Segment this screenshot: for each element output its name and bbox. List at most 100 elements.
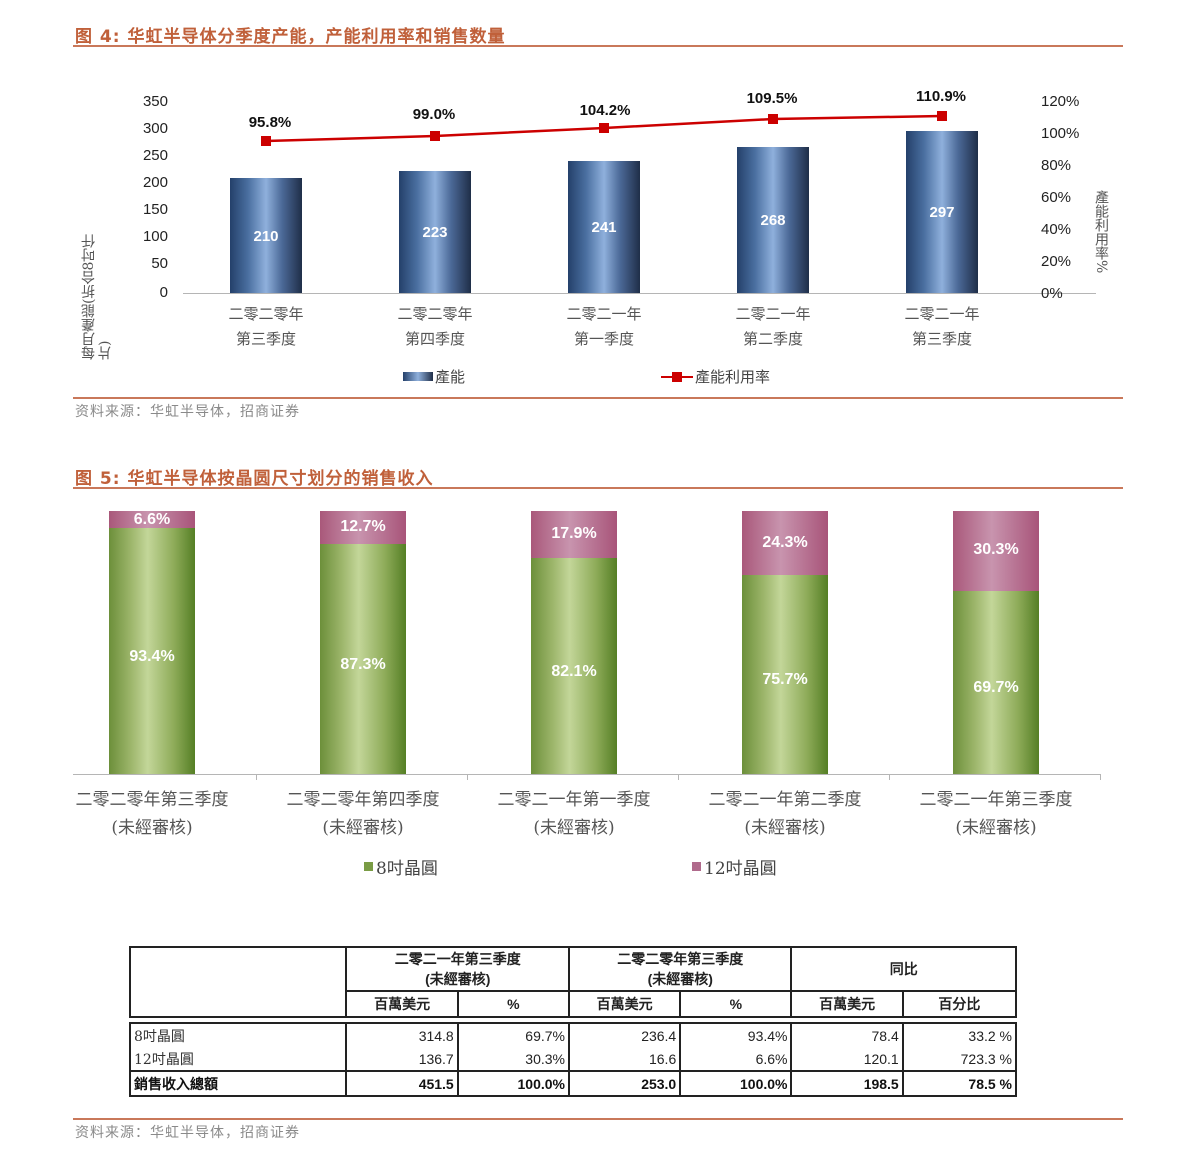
y-right-tick: 20% xyxy=(1041,253,1072,270)
x-axis-line xyxy=(73,774,1101,775)
x-label-line1: 二零二一年 xyxy=(566,305,642,323)
capacity-bar xyxy=(906,131,978,293)
utilization-label: 110.9% xyxy=(915,88,967,105)
table-row-total: 銷售收入總額 451.5 100.0% 253.0 100.0% 198.5 7… xyxy=(128,1070,1018,1097)
figure5-title-rule xyxy=(73,487,1123,489)
table-cell: 120.1 xyxy=(790,1047,904,1071)
y-right-tick: 60% xyxy=(1041,189,1072,206)
table-cell: 198.5 xyxy=(790,1070,904,1097)
y-left-tick: 200 xyxy=(142,174,168,191)
header-unit: 百分比 xyxy=(901,990,1018,1018)
segment-8inch xyxy=(953,591,1039,774)
table-row: 8吋晶圓 314.8 69.7% 236.4 93.4% 78.4 33.2 % xyxy=(128,1023,1018,1047)
legend-12inch-label: 12吋晶圓 xyxy=(704,859,777,879)
x-label-line2: 第三季度 xyxy=(911,330,972,348)
x-axis-label: 二零二一年 第一季度 xyxy=(544,302,664,352)
segment-8inch xyxy=(109,528,195,774)
capacity-bar-label: 241 xyxy=(591,219,617,236)
revenue-by-wafer-size-chart: 6.6% 93.4% 12.7% 87.3% 17.9% 82.1% 24.3%… xyxy=(73,505,1123,885)
y-right-tick: 120% xyxy=(1041,93,1080,110)
x-label-line2: (未經審核) xyxy=(533,818,615,838)
header-unit: 百萬美元 xyxy=(345,990,459,1018)
segment-12inch xyxy=(109,511,195,528)
table-cell: 253.0 xyxy=(567,1070,682,1097)
table-cell: 100.0% xyxy=(456,1070,570,1097)
x-axis-label: 二零二一年 第三季度 xyxy=(882,302,1002,352)
legend-8inch: 8吋晶圓 xyxy=(364,854,438,879)
segment-12inch xyxy=(742,511,828,575)
label-8inch: 93.4% xyxy=(129,648,175,665)
capacity-bar-label: 297 xyxy=(929,204,955,221)
table-cell: 136.7 xyxy=(345,1047,459,1071)
utilization-label: 104.2% xyxy=(579,102,631,119)
header-empty-cell xyxy=(128,946,348,1018)
legend-12inch: 12吋晶圓 xyxy=(692,854,777,879)
utilization-point xyxy=(599,123,609,133)
x-label-line2: (未經審核) xyxy=(111,818,193,838)
legend-capacity-label: 產能 xyxy=(435,368,466,386)
capacity-utilization-chart: 每月產能(折合8吋仟片) 350 300 250 200 150 100 50 … xyxy=(73,80,1123,400)
x-label-line1: 二零二一年第三季度 xyxy=(919,790,1073,810)
header-2020q3-title: 二零二零年第三季度 xyxy=(617,951,744,967)
stacked-bar: 17.9% 82.1% xyxy=(531,511,617,774)
legend-bar-swatch-icon xyxy=(403,372,433,381)
label-8inch: 75.7% xyxy=(762,671,808,688)
segment-12inch xyxy=(531,511,617,558)
y-left-tick: 350 xyxy=(142,93,168,110)
x-axis-label: 二零二一年第二季度 (未經審核) xyxy=(680,786,890,842)
header-unit: 百萬美元 xyxy=(790,990,904,1018)
table-cell: 69.7% xyxy=(456,1023,570,1047)
figure5-source-rule xyxy=(73,1118,1123,1120)
x-axis-label: 二零二一年第三季度 (未經審核) xyxy=(891,786,1101,842)
capacity-bar-label: 268 xyxy=(760,212,786,229)
x-axis-tick xyxy=(256,774,257,780)
utilization-label: 95.8% xyxy=(248,114,292,131)
x-axis-label: 二零二零年第四季度 (未經審核) xyxy=(258,786,468,842)
table-cell: 78.5 % xyxy=(901,1070,1018,1097)
table-cell: 78.4 xyxy=(790,1023,904,1047)
y-left-tick: 250 xyxy=(142,147,168,164)
y-right-tick: 100% xyxy=(1041,125,1080,142)
table-cell: 723.3 % xyxy=(901,1047,1018,1071)
header-unit: % xyxy=(679,990,793,1018)
label-12inch: 12.7% xyxy=(340,518,386,535)
x-axis-label: 二零二零年 第四季度 xyxy=(375,302,495,352)
segment-8inch xyxy=(320,544,406,774)
label-12inch: 6.6% xyxy=(133,511,171,528)
label-12inch: 17.9% xyxy=(551,525,597,542)
legend-12inch-swatch-icon xyxy=(692,862,701,871)
table-cell: 451.5 xyxy=(345,1070,459,1097)
y-right-tick: 40% xyxy=(1041,221,1072,238)
y-left-tick: 150 xyxy=(142,201,168,218)
table-cell: 6.6% xyxy=(679,1047,793,1071)
label-8inch: 82.1% xyxy=(551,663,597,680)
segment-8inch xyxy=(531,558,617,774)
table-cell: 93.4% xyxy=(679,1023,793,1047)
x-axis-label: 二零二零年第三季度 (未經審核) xyxy=(47,786,257,842)
figure5-title: 图 5: 华虹半导体按晶圆尺寸划分的销售收入 xyxy=(75,469,434,489)
table-cell: 16.6 xyxy=(567,1047,682,1071)
revenue-table: 二零二一年第三季度 (未經審核) 二零二零年第三季度 (未經審核) 同比 百萬美元 … xyxy=(128,946,1018,1097)
x-label-line1: 二零二一年 xyxy=(735,305,811,323)
capacity-bar-label: 210 xyxy=(253,228,279,245)
utilization-point xyxy=(937,111,947,121)
y-left-tick: 100 xyxy=(142,228,168,245)
x-label-line2: 第一季度 xyxy=(573,330,634,348)
label-12inch: 30.3% xyxy=(973,541,1019,558)
label-12inch: 24.3% xyxy=(762,534,808,551)
x-axis-line xyxy=(183,293,1096,294)
figure5-source: 资料来源：华虹半导体，招商证券 xyxy=(75,1125,300,1141)
capacity-bar xyxy=(399,171,471,293)
capacity-bar xyxy=(737,147,809,293)
x-axis-tick xyxy=(1100,774,1101,780)
utilization-label: 99.0% xyxy=(412,106,456,123)
capacity-bar xyxy=(230,178,302,293)
row-label: 8吋晶圓 xyxy=(128,1023,348,1047)
x-axis-label: 二零二一年 第二季度 xyxy=(713,302,833,352)
utilization-point xyxy=(768,114,778,124)
header-2021q3-sub: (未經審核) xyxy=(425,971,491,987)
legend-utilization: 產能利用率 xyxy=(661,366,770,387)
segment-8inch xyxy=(742,575,828,774)
header-2021q3-title: 二零二一年第三季度 xyxy=(394,951,521,967)
label-8inch: 87.3% xyxy=(340,656,386,673)
